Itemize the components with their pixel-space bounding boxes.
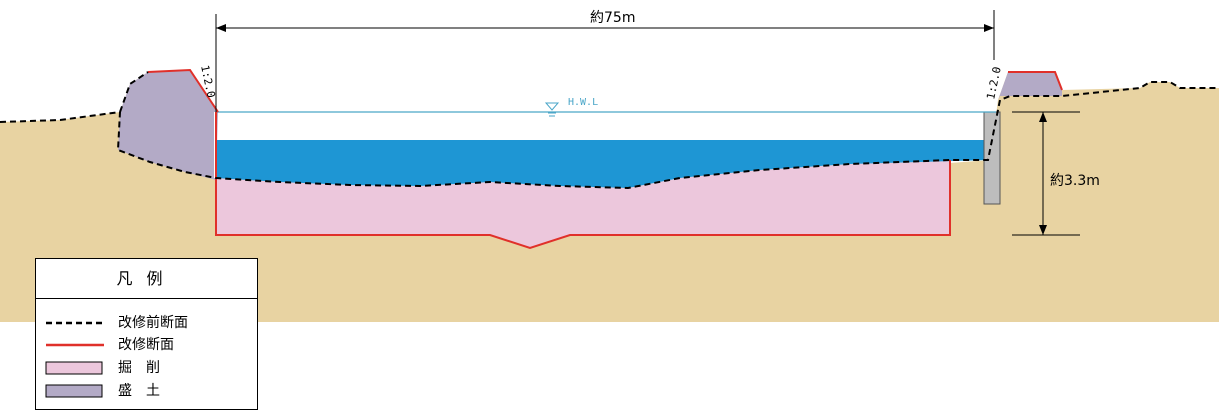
legend-item-old-section: 改修前断面 — [44, 313, 254, 333]
retaining-wall — [983, 111, 1001, 205]
legend-item-embankment: 盛 土 — [44, 381, 254, 401]
old-section-line — [0, 81, 1219, 190]
legend-label-excavation: 掘 削 — [118, 360, 160, 376]
legend-swatch-embankment — [45, 384, 103, 398]
ground-area — [0, 70, 1219, 322]
hwl-label: H.W.L — [568, 97, 598, 108]
old-embankment-top — [119, 71, 149, 113]
left-embankment — [118, 70, 218, 180]
legend-swatch-new-section — [46, 343, 104, 347]
legend-item-excavation: 掘 削 — [44, 358, 254, 378]
legend-swatch-old-section — [46, 321, 104, 325]
width-dimension-right-arrow — [984, 24, 994, 32]
width-dimension-left-arrow — [216, 24, 226, 32]
right-embankment — [998, 72, 1062, 100]
hwl-symbol — [544, 102, 560, 117]
legend-label-embankment: 盛 土 — [118, 383, 160, 399]
excavation-area — [216, 160, 950, 248]
legend-item-new-section: 改修断面 — [44, 335, 254, 355]
legend-swatch-excavation — [45, 361, 103, 375]
legend-label-new-section: 改修断面 — [118, 337, 174, 353]
width-dimension-label: 約75m — [590, 10, 635, 26]
legend-divider — [36, 298, 257, 299]
legend-label-old-section: 改修前断面 — [118, 315, 188, 331]
legend-title: 凡例 — [116, 269, 177, 288]
water-body — [216, 140, 988, 188]
new-section-line — [147, 68, 1063, 250]
legend: 凡例 改修前断面 改修断面 掘 削 盛 土 — [35, 258, 258, 410]
depth-dimension-label: 約3.3m — [1050, 173, 1100, 189]
depth-dimension-top-arrow — [1039, 112, 1047, 122]
depth-dimension-bottom-arrow — [1039, 225, 1047, 235]
